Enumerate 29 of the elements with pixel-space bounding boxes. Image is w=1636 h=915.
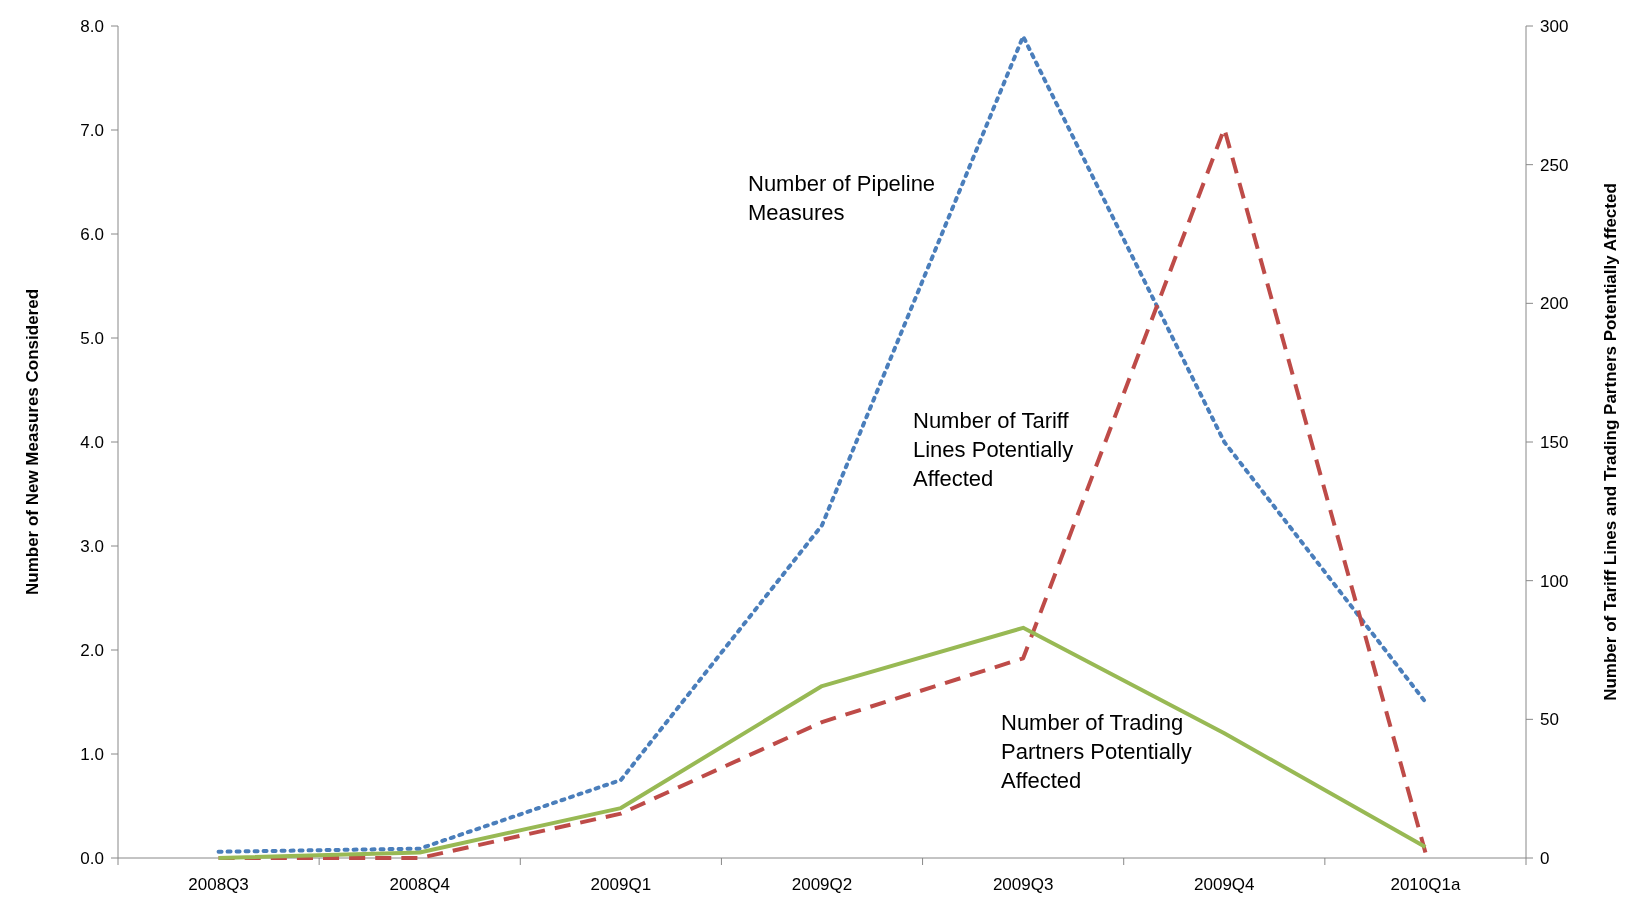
- x-tick-label: 2008Q4: [389, 875, 450, 894]
- y-tick-label: 6.0: [80, 224, 104, 244]
- y-tick-label: 1.0: [80, 744, 104, 764]
- y2-tick-label: 300: [1540, 16, 1569, 36]
- y2-tick-label: 0: [1540, 848, 1550, 868]
- y-tick-label: 7.0: [80, 120, 104, 140]
- y-tick-label: 2.0: [80, 640, 104, 660]
- series-label: Number of Trading Partners Potentially Affected: [1001, 710, 1192, 793]
- y-tick-label: 5.0: [80, 328, 104, 348]
- x-tick-label: 2009Q2: [791, 875, 853, 894]
- y2-tick-label: 250: [1540, 155, 1569, 175]
- y-axis-title: Number of New Measures Considered: [23, 288, 42, 596]
- x-tick-label: 2009Q1: [590, 875, 652, 894]
- y2-axis-title: Number of Tariff Lines and Trading Partners Potentially Affected: [1601, 183, 1620, 701]
- y2-tick-label: 100: [1540, 571, 1569, 591]
- x-tick-label: 2009Q3: [992, 875, 1054, 894]
- x-tick-label: 2008Q3: [188, 875, 249, 894]
- y-tick-label: 0.0: [80, 848, 104, 868]
- y-tick-label: 8.0: [80, 16, 104, 36]
- series-label: Number of Pipeline Measures: [748, 171, 936, 225]
- x-tick-label: 2009Q4: [1194, 875, 1255, 894]
- y2-tick-label: 200: [1540, 294, 1569, 314]
- y2-tick-label: 150: [1540, 432, 1569, 452]
- y-tick-label: 3.0: [80, 536, 104, 556]
- y2-tick-label: 50: [1540, 710, 1559, 730]
- series-label: Number of Tariff Lines Potentially Affected: [913, 408, 1074, 491]
- y-tick-label: 4.0: [80, 432, 104, 452]
- x-tick-label: 2010Q1a: [1390, 875, 1461, 894]
- line-series: [216, 625, 1428, 860]
